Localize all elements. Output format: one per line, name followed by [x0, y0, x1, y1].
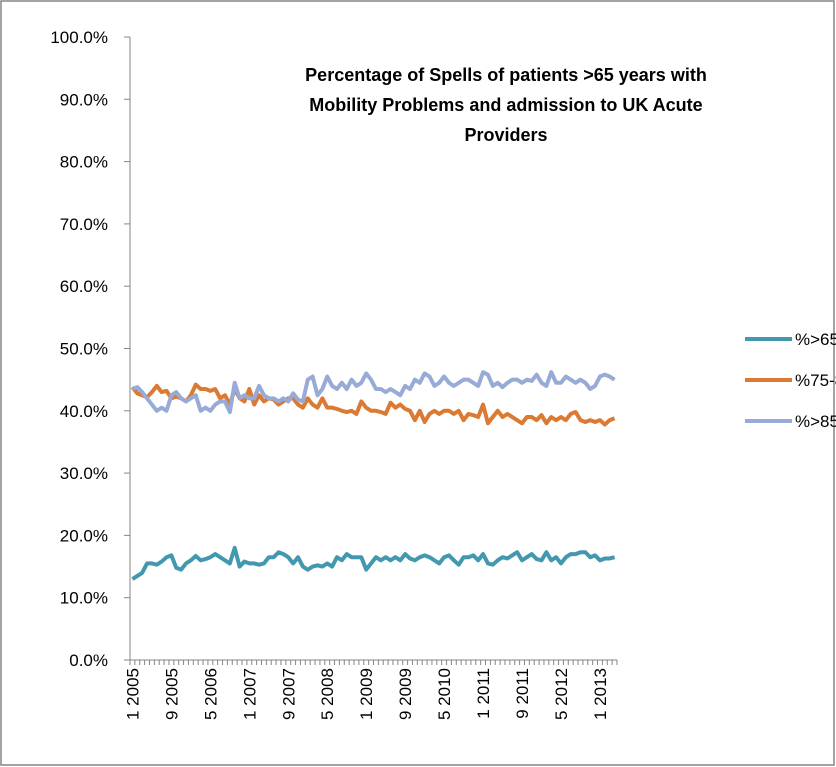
- y-tick-label: 40.0%: [60, 402, 108, 421]
- x-tick-label: 1 2013: [591, 668, 610, 720]
- y-tick-label: 100.0%: [50, 28, 108, 47]
- x-tick-label: 5 2006: [201, 668, 220, 720]
- y-tick-label: 0.0%: [69, 651, 108, 670]
- chart-title: Providers: [464, 125, 547, 145]
- y-tick-label: 50.0%: [60, 340, 108, 359]
- y-tick-label: 90.0%: [60, 90, 108, 109]
- line-series: [130, 382, 616, 427]
- x-tick-label: 9 2007: [279, 668, 298, 720]
- x-tick-label: 9 2009: [396, 668, 415, 720]
- x-tick-label: 1 2011: [474, 668, 493, 719]
- x-tick-label: 9 2005: [162, 668, 181, 720]
- legend-label: %>85: [795, 412, 836, 431]
- y-tick-label: 30.0%: [60, 464, 108, 483]
- x-tick-label: 5 2008: [318, 668, 337, 720]
- x-tick-label: 5 2012: [552, 668, 571, 720]
- x-tick-label: 1 2009: [357, 668, 376, 720]
- y-tick-label: 10.0%: [60, 589, 108, 608]
- y-tick-label: 80.0%: [60, 153, 108, 172]
- x-tick-label: 1 2007: [240, 668, 259, 720]
- y-tick-label: 60.0%: [60, 277, 108, 296]
- x-tick-label: 9 2011: [513, 668, 532, 719]
- line-series: [131, 370, 616, 415]
- chart-title: Mobility Problems and admission to UK Ac…: [309, 95, 702, 115]
- y-tick-label: 70.0%: [60, 215, 108, 234]
- legend-label: %75-84: [795, 371, 836, 390]
- chart-title: Percentage of Spells of patients >65 yea…: [305, 65, 707, 85]
- legend-label: %>65-74: [795, 330, 836, 349]
- y-tick-label: 20.0%: [60, 526, 108, 545]
- x-tick-label: 1 2005: [123, 668, 142, 720]
- x-tick-label: 5 2010: [435, 668, 454, 720]
- line-series: [131, 545, 616, 581]
